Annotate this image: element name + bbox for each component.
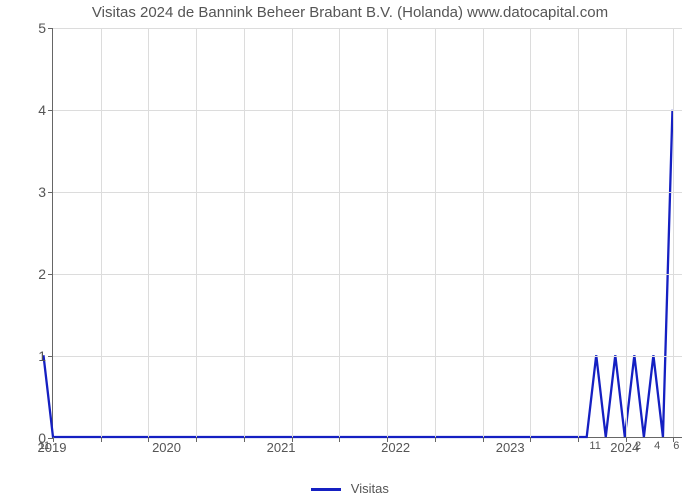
gridline-v xyxy=(196,28,197,437)
gridline-h xyxy=(53,28,682,29)
gridline-h xyxy=(53,356,682,357)
gridline-v xyxy=(673,28,674,437)
y-tick-label: 2 xyxy=(6,266,46,282)
gridline-h xyxy=(53,274,682,275)
gridline-h xyxy=(53,192,682,193)
gridline-v xyxy=(578,28,579,437)
gridline-v xyxy=(435,28,436,437)
gridline-v xyxy=(292,28,293,437)
gridline-v xyxy=(339,28,340,437)
x-tick-month: 11 xyxy=(589,440,600,452)
gridline-v xyxy=(148,28,149,437)
x-tick-year: 2023 xyxy=(496,440,525,455)
gridline-h xyxy=(53,110,682,111)
gridline-v xyxy=(626,28,627,437)
line-series xyxy=(53,28,682,437)
x-tick-year: 2020 xyxy=(152,440,181,455)
x-tick-month: 2 xyxy=(635,440,641,452)
visits-line-chart: Visitas 2024 de Bannink Beheer Brabant B… xyxy=(0,0,700,500)
gridline-v xyxy=(530,28,531,437)
legend-label: Visitas xyxy=(351,481,389,496)
gridline-v xyxy=(483,28,484,437)
gridline-v xyxy=(244,28,245,437)
gridline-v xyxy=(101,28,102,437)
x-tick-month: 6 xyxy=(673,440,679,452)
y-tick-label: 3 xyxy=(6,184,46,200)
x-tick-month: 11 xyxy=(39,440,50,452)
x-tick-month: 4 xyxy=(654,440,660,452)
y-tick-label: 4 xyxy=(6,102,46,118)
y-tick-label: 1 xyxy=(6,348,46,364)
legend-swatch xyxy=(311,488,341,491)
y-tick-label: 5 xyxy=(6,20,46,36)
chart-title: Visitas 2024 de Bannink Beheer Brabant B… xyxy=(0,4,700,21)
gridline-v xyxy=(387,28,388,437)
plot-area xyxy=(52,28,682,438)
legend: Visitas xyxy=(0,481,700,496)
x-tick-year: 2022 xyxy=(381,440,410,455)
x-tick-year: 2021 xyxy=(267,440,296,455)
